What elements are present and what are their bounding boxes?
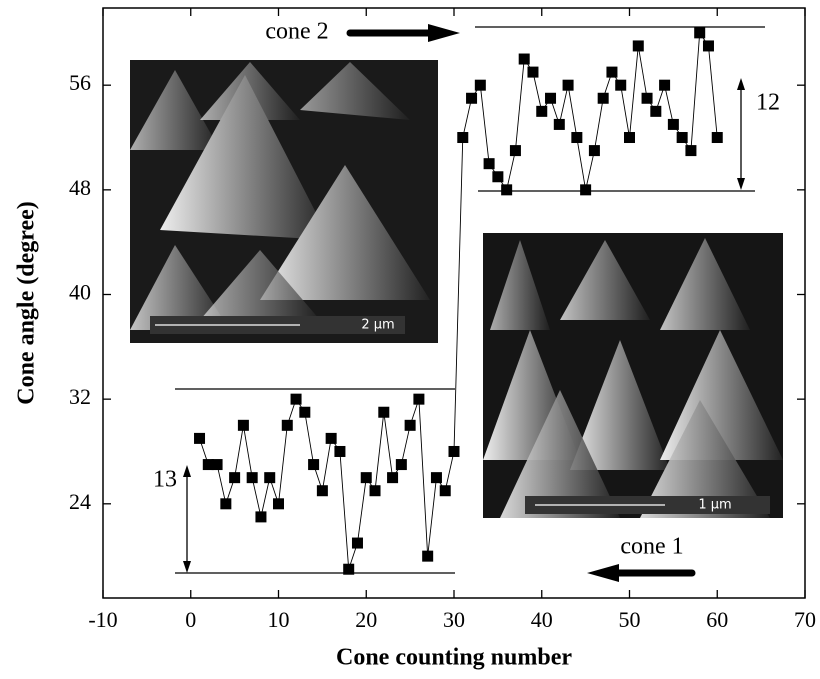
data-point bbox=[632, 40, 644, 52]
data-point bbox=[439, 485, 451, 497]
data-point bbox=[624, 132, 635, 144]
data-point bbox=[571, 132, 583, 144]
data-point bbox=[387, 472, 399, 484]
data-point bbox=[553, 118, 565, 130]
data-point bbox=[316, 485, 328, 497]
data-point bbox=[641, 92, 653, 104]
data-point bbox=[667, 118, 679, 130]
x-tick-label: 30 bbox=[443, 607, 465, 632]
data-point bbox=[273, 498, 284, 510]
data-point bbox=[501, 184, 513, 196]
x-tick-label: 10 bbox=[268, 607, 290, 632]
data-point bbox=[255, 511, 267, 523]
data-point bbox=[483, 158, 495, 170]
data-point bbox=[457, 132, 469, 144]
data-point bbox=[246, 472, 258, 484]
data-point bbox=[194, 432, 206, 444]
data-point bbox=[474, 79, 486, 91]
data-point bbox=[694, 27, 706, 39]
data-line bbox=[199, 31, 718, 570]
data-point bbox=[308, 459, 320, 471]
data-point bbox=[299, 406, 311, 418]
data-point bbox=[422, 550, 434, 562]
data-point bbox=[676, 132, 688, 144]
scale-label: 1 µm bbox=[698, 498, 731, 513]
data-point bbox=[545, 92, 557, 104]
data-point bbox=[685, 145, 697, 157]
data-point bbox=[659, 79, 671, 91]
x-tick-label: 0 bbox=[185, 607, 196, 632]
data-point bbox=[290, 393, 302, 405]
data-point bbox=[351, 537, 363, 549]
x-axis-title: Cone counting number bbox=[336, 645, 572, 671]
data-point bbox=[536, 105, 548, 117]
data-point bbox=[711, 132, 723, 144]
annotation: 12 bbox=[756, 90, 780, 116]
data-point bbox=[518, 53, 530, 65]
y-tick-label: 56 bbox=[69, 70, 91, 95]
x-tick-label: 60 bbox=[706, 607, 728, 632]
x-tick-label: 40 bbox=[531, 607, 553, 632]
data-point bbox=[702, 40, 714, 52]
annotation: cone 2 bbox=[265, 19, 328, 45]
annotation-group bbox=[175, 24, 765, 582]
data-point bbox=[264, 472, 276, 484]
data-point bbox=[466, 92, 478, 104]
data-point bbox=[562, 79, 574, 91]
data-point bbox=[413, 393, 425, 405]
data-point bbox=[369, 485, 381, 497]
data-point bbox=[360, 472, 372, 484]
scale-label: 2 µm bbox=[361, 318, 394, 333]
data-point bbox=[343, 563, 355, 575]
y-tick-label: 40 bbox=[69, 280, 91, 305]
data-point bbox=[237, 419, 249, 431]
data-point bbox=[281, 419, 293, 431]
data-point bbox=[580, 184, 592, 196]
y-tick-label: 24 bbox=[69, 489, 91, 514]
x-tick-label: -10 bbox=[88, 607, 117, 632]
data-point bbox=[229, 472, 241, 484]
data-point bbox=[492, 171, 504, 183]
data-point bbox=[378, 406, 390, 418]
annotation: cone 1 bbox=[620, 534, 683, 560]
data-point bbox=[588, 145, 600, 157]
x-tick-label: 20 bbox=[355, 607, 377, 632]
data-point bbox=[220, 498, 232, 510]
y-tick-label: 32 bbox=[69, 384, 91, 409]
data-point bbox=[597, 92, 609, 104]
sem-inset-1: 2 µm bbox=[130, 60, 438, 343]
data-point bbox=[325, 432, 337, 444]
sem-inset-2: 1 µm bbox=[483, 233, 783, 518]
data-point bbox=[448, 445, 460, 457]
annotation: 13 bbox=[153, 467, 177, 493]
data-point bbox=[606, 66, 618, 78]
data-point bbox=[527, 66, 539, 78]
data-point bbox=[395, 459, 407, 471]
y-tick-label: 48 bbox=[69, 175, 91, 200]
y-axis-title: Cone angle (degree) bbox=[14, 201, 40, 405]
data-point bbox=[650, 105, 662, 117]
data-point bbox=[509, 145, 521, 157]
data-point bbox=[211, 459, 223, 471]
data-point bbox=[615, 79, 627, 91]
data-point bbox=[404, 419, 416, 431]
x-tick-label: 70 bbox=[794, 607, 816, 632]
x-tick-label: 50 bbox=[619, 607, 641, 632]
data-point bbox=[202, 459, 214, 471]
data-point bbox=[430, 472, 442, 484]
data-point bbox=[334, 445, 346, 457]
